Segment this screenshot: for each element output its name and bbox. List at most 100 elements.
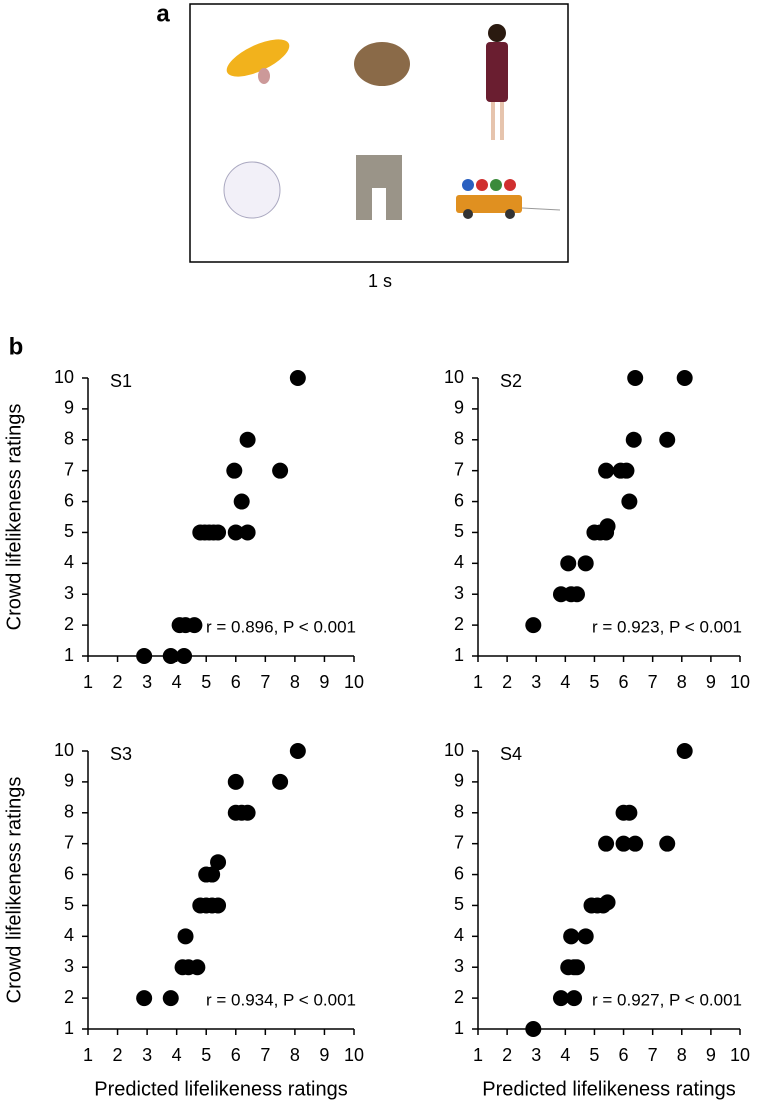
x-tick-label: 7: [648, 1045, 658, 1065]
y-tick-label: 5: [454, 521, 464, 541]
point: [210, 524, 227, 541]
point: [598, 835, 615, 852]
x-tick-label: 9: [319, 672, 329, 692]
x-tick-label: 10: [730, 1045, 750, 1065]
x-tick-label: 4: [172, 672, 182, 692]
y-tick-label: 8: [454, 802, 464, 822]
point: [627, 835, 644, 852]
y-tick-label: 2: [454, 987, 464, 1007]
x-tick-label: 9: [706, 672, 716, 692]
y-tick-label: 8: [454, 429, 464, 449]
x-tick-label: 3: [531, 1045, 541, 1065]
x-tick-label: 5: [201, 1045, 211, 1065]
point: [162, 990, 179, 1007]
point: [204, 866, 221, 883]
point: [227, 524, 244, 541]
point: [227, 773, 244, 790]
point: [577, 555, 594, 572]
y-axis-label: Crowd lifelikeness ratings: [3, 777, 25, 1004]
y-tick-label: 2: [454, 614, 464, 634]
point: [226, 462, 243, 479]
point: [625, 431, 642, 448]
y-tick-label: 7: [454, 459, 464, 479]
y-tick-label: 4: [454, 925, 464, 945]
point: [239, 431, 256, 448]
x-axis-label: Predicted lifelikeness ratings: [482, 1078, 735, 1100]
x-tick-label: 1: [473, 672, 483, 692]
x-tick-label: 6: [619, 1045, 629, 1065]
x-tick-label: 8: [290, 672, 300, 692]
x-tick-label: 6: [619, 672, 629, 692]
y-tick-label: 10: [444, 740, 464, 760]
y-tick-label: 6: [454, 863, 464, 883]
x-tick-label: 9: [706, 1045, 716, 1065]
point: [233, 493, 250, 510]
y-tick-label: 1: [64, 1018, 74, 1038]
y-tick-label: 4: [64, 552, 74, 572]
subplot-title: S4: [500, 744, 522, 764]
x-tick-label: 6: [231, 672, 241, 692]
point: [659, 431, 676, 448]
y-tick-label: 6: [64, 863, 74, 883]
point: [272, 773, 289, 790]
point: [525, 1021, 542, 1037]
x-tick-label: 7: [648, 672, 658, 692]
point: [621, 804, 638, 821]
x-tick-label: 2: [502, 1045, 512, 1065]
caption: 1 s: [368, 271, 392, 291]
y-tick-label: 10: [444, 367, 464, 387]
point: [239, 804, 256, 821]
panel-label: b: [9, 333, 24, 360]
x-axis-label: Predicted lifelikeness ratings: [94, 1078, 347, 1100]
y-tick-label: 7: [64, 832, 74, 852]
y-tick-label: 6: [454, 490, 464, 510]
x-tick-label: 10: [730, 672, 750, 692]
y-tick-label: 3: [64, 583, 74, 603]
x-tick-label: 2: [502, 672, 512, 692]
y-tick-label: 9: [454, 771, 464, 791]
point: [615, 835, 632, 852]
subplot-title: S3: [110, 744, 132, 764]
point: [599, 894, 616, 911]
x-tick-label: 3: [142, 1045, 152, 1065]
point: [177, 928, 194, 945]
y-tick-label: 2: [64, 614, 74, 634]
point: [552, 990, 569, 1007]
point: [210, 897, 227, 914]
x-tick-label: 3: [142, 672, 152, 692]
y-tick-label: 5: [64, 521, 74, 541]
x-tick-label: 2: [113, 672, 123, 692]
y-tick-label: 1: [64, 645, 74, 665]
x-tick-label: 9: [319, 1045, 329, 1065]
x-tick-label: 4: [172, 1045, 182, 1065]
point: [598, 462, 615, 479]
y-tick-label: 9: [454, 398, 464, 418]
y-tick-label: 6: [64, 490, 74, 510]
x-tick-label: 7: [260, 672, 270, 692]
x-tick-label: 5: [201, 672, 211, 692]
x-tick-label: 4: [560, 1045, 570, 1065]
panel-label: a: [156, 0, 170, 27]
y-tick-label: 8: [64, 429, 74, 449]
y-axis-label: Crowd lifelikeness ratings: [3, 404, 25, 631]
y-tick-label: 5: [454, 894, 464, 914]
x-tick-label: 8: [290, 1045, 300, 1065]
x-tick-label: 7: [260, 1045, 270, 1065]
point: [210, 854, 227, 871]
y-tick-label: 3: [64, 956, 74, 976]
point: [618, 462, 635, 479]
point: [239, 524, 256, 541]
annotation: r = 0.927, P < 0.001: [592, 990, 742, 1009]
stimulus-images: [223, 24, 561, 220]
point: [289, 370, 306, 386]
y-tick-label: 3: [454, 956, 464, 976]
point: [627, 370, 644, 386]
point: [659, 835, 676, 852]
annotation: r = 0.934, P < 0.001: [206, 990, 356, 1009]
point: [676, 370, 693, 386]
y-tick-label: 7: [454, 832, 464, 852]
x-tick-label: 2: [113, 1045, 123, 1065]
point: [136, 990, 153, 1007]
point: [272, 462, 289, 479]
